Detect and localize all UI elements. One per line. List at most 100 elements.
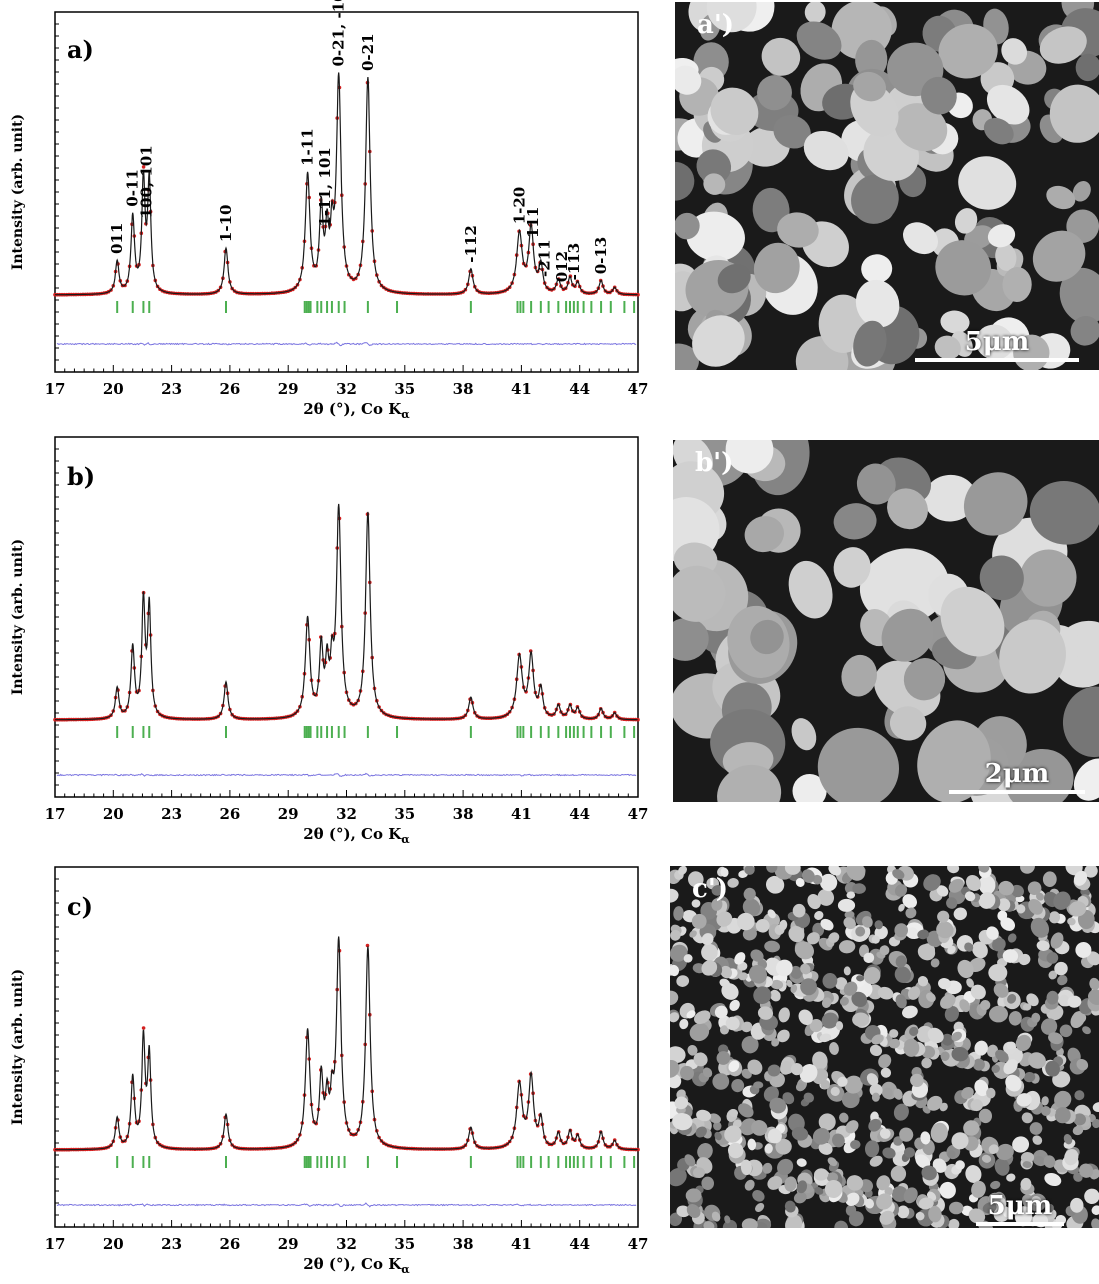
sem-grain [986,1087,996,1099]
sem-grain [673,565,726,622]
sem-grain [696,149,732,184]
sem-grain [995,1049,1009,1063]
sem-grain [892,869,905,880]
sem-grain [1084,1188,1099,1204]
sem-grain [1031,1196,1042,1206]
sem-grain [809,1019,823,1033]
sem-grain [826,1172,839,1183]
sem-grain [980,999,991,1011]
sem-grain [1023,1071,1036,1083]
sem-grain [1008,1011,1022,1026]
sem-grain [940,1051,950,1061]
peak-annotation: 100, 101 [137,145,155,218]
sem-grain [843,981,858,996]
sem-grain [775,959,793,977]
sem-grain [948,1218,960,1228]
bragg-ticks [116,301,636,313]
panel-label: b) [67,462,95,491]
sem-grain [1029,1122,1043,1135]
sem-grain [1015,1034,1032,1052]
peak-annotation: 0-21, -102 [330,0,348,67]
sem-grain [1076,1058,1089,1071]
sem-grain [986,926,999,940]
sem-grain [741,1036,759,1054]
sem-grain [800,978,818,996]
sem-grain [855,926,866,937]
sem-grain [844,910,855,919]
sem-grain [902,222,939,255]
sem-grain [784,866,801,875]
sem-grain [927,1095,943,1111]
sem-grain [1070,1197,1084,1213]
sem-grain [837,1076,848,1087]
sem-grain [868,1118,882,1132]
sem-grain [1031,1012,1041,1023]
sem-grain [744,866,755,875]
x-tick-label: 26 [219,805,240,823]
sem-grain [767,1128,782,1144]
sem-grain [1048,911,1061,924]
sem-grain [795,878,805,887]
sem-grain [879,1210,895,1225]
sem-grain [731,1079,745,1093]
sem-grain [855,39,888,80]
sem-grain [887,488,928,530]
calculated-line [55,72,638,296]
sem-grain [903,658,946,701]
sem-grain [975,324,1014,360]
sem-grain [676,1205,691,1218]
sem-grain [767,1175,783,1190]
sem-grain [672,1112,693,1131]
sem-grain [778,1007,790,1023]
x-tick-label: 47 [628,380,649,398]
sem-grain [1044,1203,1054,1213]
x-tick-label: 41 [511,1235,532,1253]
sem-grain [846,891,856,899]
observed-point [141,1026,146,1030]
sem-grain [936,885,949,897]
sem-grain [786,979,793,988]
sem-grain [1053,891,1071,910]
sem-grain [1007,933,1017,943]
bragg-ticks [116,1156,636,1168]
sem-grain [979,555,1024,601]
sem-panel-label: c') [692,874,729,904]
peak-annotation: 0-11 [124,169,142,207]
sem-grain [917,720,991,802]
sem-grain [716,911,733,927]
sem-grain [1064,1148,1079,1166]
sem-grain [703,1221,715,1228]
sem-grain [717,764,782,802]
x-tick-label: 47 [628,1235,649,1253]
sem-grain [845,1120,859,1134]
sem-grain [714,1131,722,1141]
sem-grain [762,1162,773,1174]
sem-grain [893,1088,903,1100]
peak-annotation: -112 [462,225,480,263]
sem-grain [764,940,780,953]
x-tick-label: 32 [336,805,357,823]
sem-grain [691,899,701,908]
sem-grain [951,1031,962,1042]
sem-grain [874,920,883,930]
sem-grain [678,866,687,875]
x-axis-label-subscript: α [401,408,410,420]
sem-grain [820,918,834,931]
sem-grain [795,1082,805,1092]
sem-grain [921,76,957,115]
sem-grain [947,945,956,955]
peak-annotation: 1-10 [217,205,235,243]
sem-grain [673,906,684,921]
sem-grain [833,547,871,588]
sem-grain [1022,1161,1032,1169]
sem-grain [670,944,688,962]
sem-grain [741,1021,753,1033]
sem-grain [972,941,988,959]
sem-grain [791,1126,809,1141]
sem-grain [879,1128,891,1139]
sem-grain [895,955,907,968]
sem-grain [904,1147,915,1158]
sem-grain [902,894,917,909]
sem-grain [1018,953,1031,966]
sem-grain [713,1121,722,1131]
